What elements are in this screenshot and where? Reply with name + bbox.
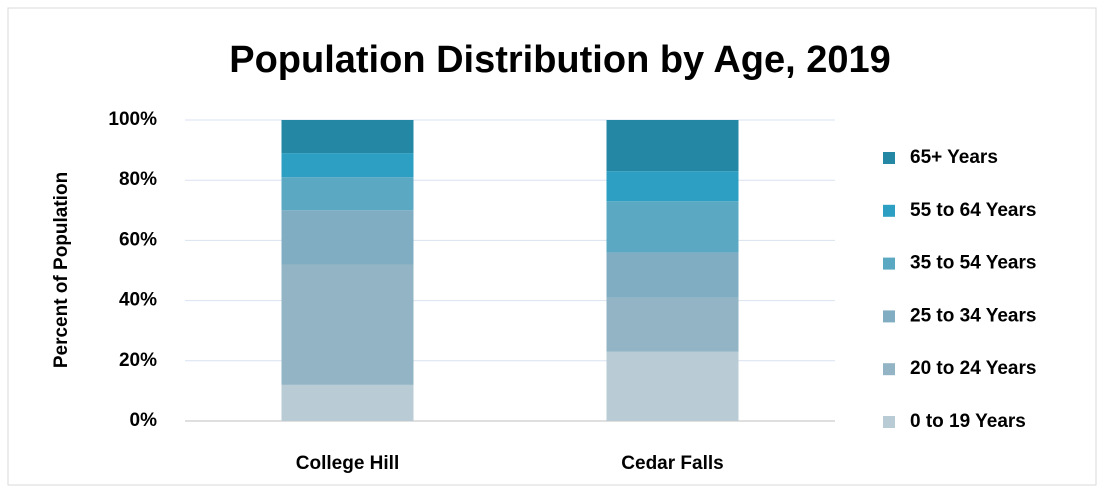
bar-segment	[606, 120, 739, 172]
bar-segment	[606, 252, 739, 298]
legend-swatch	[883, 310, 895, 323]
legend-label: 65+ Years	[910, 147, 998, 168]
legend-label: 0 to 19 Years	[910, 411, 1026, 432]
bar-segment	[281, 210, 414, 265]
bar-segment	[281, 384, 414, 421]
chart-title: Population Distribution by Age, 2019	[229, 39, 891, 81]
y-tick-label: 0%	[130, 410, 158, 431]
x-tick-label: Cedar Falls	[621, 453, 723, 474]
legend-swatch	[883, 152, 895, 164]
bar-segment	[281, 264, 414, 385]
bar-segment	[606, 351, 739, 421]
bar-segment	[281, 153, 414, 178]
legend-swatch	[883, 257, 895, 270]
legend-swatch	[883, 416, 895, 428]
x-tick-label: College Hill	[296, 453, 399, 474]
legend-label: 20 to 24 Years	[910, 358, 1036, 379]
legend-label: 25 to 34 Years	[910, 305, 1036, 326]
y-tick-label: 60%	[119, 229, 157, 250]
y-tick-label: 20%	[119, 350, 157, 371]
bar-segment	[281, 120, 414, 154]
legend-label: 35 to 54 Years	[910, 253, 1036, 274]
y-tick-label: 40%	[119, 290, 157, 311]
legend-swatch	[883, 363, 895, 376]
y-tick-label: 80%	[119, 169, 157, 190]
bar-segment	[606, 297, 739, 352]
chart-border	[7, 7, 1097, 486]
bar-segment	[606, 201, 739, 253]
y-tick-label: 100%	[108, 109, 157, 130]
bar-segment	[606, 171, 739, 202]
legend-label: 55 to 64 Years	[910, 200, 1036, 221]
bar-segment	[281, 177, 414, 211]
legend-swatch	[883, 204, 895, 217]
y-axis-label: Percent of Population	[51, 172, 72, 368]
